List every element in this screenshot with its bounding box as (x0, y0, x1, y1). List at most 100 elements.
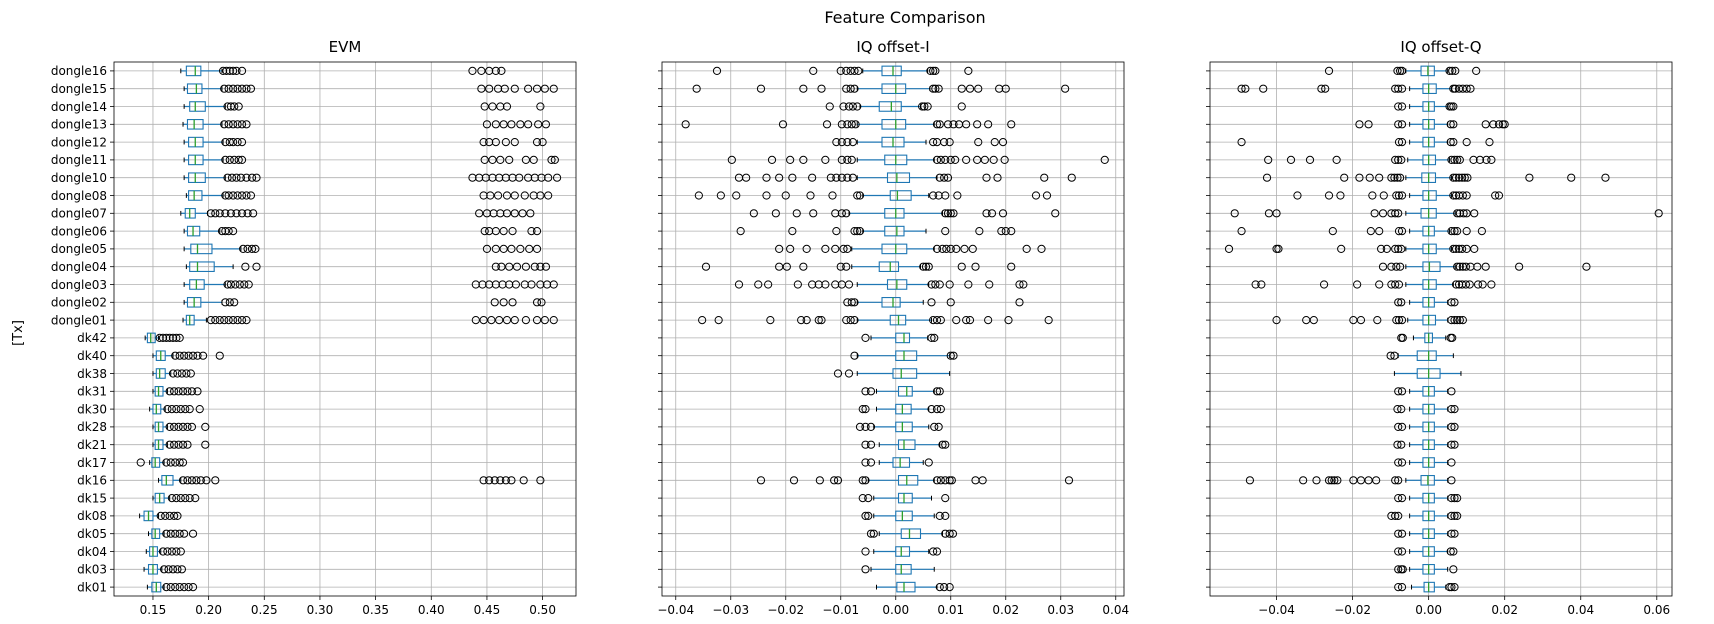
outlier-point (516, 120, 525, 129)
outlier-point (935, 387, 944, 396)
iq-offset-q-x-tick-label: −0.04 (1258, 603, 1295, 617)
outlier-point (499, 244, 508, 253)
outlier-point (929, 191, 938, 200)
evm-x-tick-label: 0.40 (418, 603, 445, 617)
outlier-point (814, 280, 823, 289)
outlier-point (172, 405, 181, 414)
iq-offset-q-box-dongle02 (1394, 296, 1459, 308)
outlier-point (1446, 547, 1455, 556)
outlier-point (1453, 494, 1462, 503)
outlier-point (1272, 316, 1281, 325)
evm-box-dongle01 (182, 314, 558, 326)
outlier-point (1319, 280, 1329, 289)
outlier-point (946, 244, 955, 253)
outlier-point (1312, 476, 1321, 485)
outlier-point (821, 155, 830, 164)
iq-offset-i-box-dongle03 (734, 279, 1028, 290)
outlier-point (1387, 173, 1396, 182)
outlier-point (846, 84, 855, 93)
outlier-point (861, 440, 870, 449)
outlier-point (1067, 173, 1076, 182)
outlier-point (549, 84, 558, 93)
outlier-point (941, 511, 950, 521)
category-label-dk16: dk16 (77, 474, 107, 488)
iq-offset-i-box-dk31 (861, 385, 944, 397)
outlier-point (215, 209, 224, 218)
iq-offset-q-box-dk42 (1397, 332, 1457, 344)
outlier-point (1051, 209, 1060, 218)
evm-box-dk21 (152, 439, 210, 451)
iq-offset-i-x-tick-label: 0.02 (992, 603, 1019, 617)
outlier-point (171, 351, 180, 360)
evm-box-dongle16 (180, 65, 506, 77)
iq-offset-q-box-dk40 (1386, 350, 1454, 362)
outlier-point (1001, 227, 1010, 236)
iqr-box (895, 350, 918, 362)
outlier-point (1451, 173, 1461, 182)
outlier-point (698, 316, 707, 325)
iq-offset-q-box-dongle05 (1224, 243, 1479, 255)
iq-offset-q-box-dongle08 (1293, 190, 1504, 201)
outlier-point (1449, 138, 1458, 147)
evm-box-dongle12 (183, 136, 547, 148)
outlier-point (799, 84, 808, 93)
outlier-point (978, 476, 987, 485)
outlier-point (716, 191, 725, 200)
outlier-point (1459, 209, 1468, 218)
outlier-point (176, 494, 185, 503)
outlier-point (931, 84, 940, 93)
evm-box-dongle13 (182, 119, 551, 130)
outlier-point (946, 298, 955, 307)
outlier-point (170, 387, 179, 396)
outlier-point (1447, 316, 1456, 325)
outlier-point (918, 102, 927, 111)
outlier-point (1494, 191, 1504, 200)
outlier-point (832, 227, 841, 236)
iq-offset-q-x-tick-label: 0.02 (1491, 603, 1518, 617)
category-label-dongle04: dongle04 (51, 260, 107, 274)
outlier-point (962, 316, 971, 325)
category-label-dk15: dk15 (77, 491, 107, 505)
outlier-point (1037, 244, 1046, 253)
outlier-point (229, 191, 238, 200)
outlier-point (235, 280, 244, 289)
outlier-point (162, 583, 171, 592)
category-label-dongle02: dongle02 (51, 296, 107, 310)
outlier-point (1451, 66, 1460, 76)
iq-offset-q-box-dongle03 (1251, 279, 1496, 290)
outlier-point (808, 280, 817, 289)
outlier-point (487, 316, 496, 325)
evm-box-dk28 (152, 421, 210, 433)
outlier-point (221, 191, 230, 200)
outlier-point (537, 173, 546, 182)
outlier-point (232, 66, 241, 76)
outlier-point (1453, 316, 1462, 325)
outlier-point (936, 476, 945, 485)
outlier-point (831, 209, 840, 218)
outlier-point (536, 191, 545, 200)
outlier-point (1394, 244, 1403, 253)
outlier-point (1394, 120, 1403, 129)
outlier-point (1458, 191, 1467, 200)
outlier-point (491, 227, 500, 236)
outlier-point (934, 84, 943, 93)
outlier-point (957, 102, 966, 111)
outlier-point (842, 66, 851, 76)
outlier-point (930, 422, 939, 431)
outlier-point (1487, 280, 1496, 289)
outlier-point (195, 405, 204, 414)
iqr-box (892, 457, 911, 468)
outlier-point (1477, 227, 1486, 236)
iqr-box (897, 474, 919, 486)
outlier-point (1448, 333, 1457, 342)
outlier-point (853, 102, 862, 111)
outlier-point (471, 280, 480, 289)
outlier-point (921, 262, 931, 271)
outlier-point (532, 244, 542, 253)
outlier-point (831, 244, 840, 253)
outlier-point (973, 120, 982, 129)
outlier-point (932, 316, 942, 325)
outlier-point (175, 458, 184, 467)
outlier-point (1224, 244, 1234, 253)
outlier-point (924, 262, 933, 271)
